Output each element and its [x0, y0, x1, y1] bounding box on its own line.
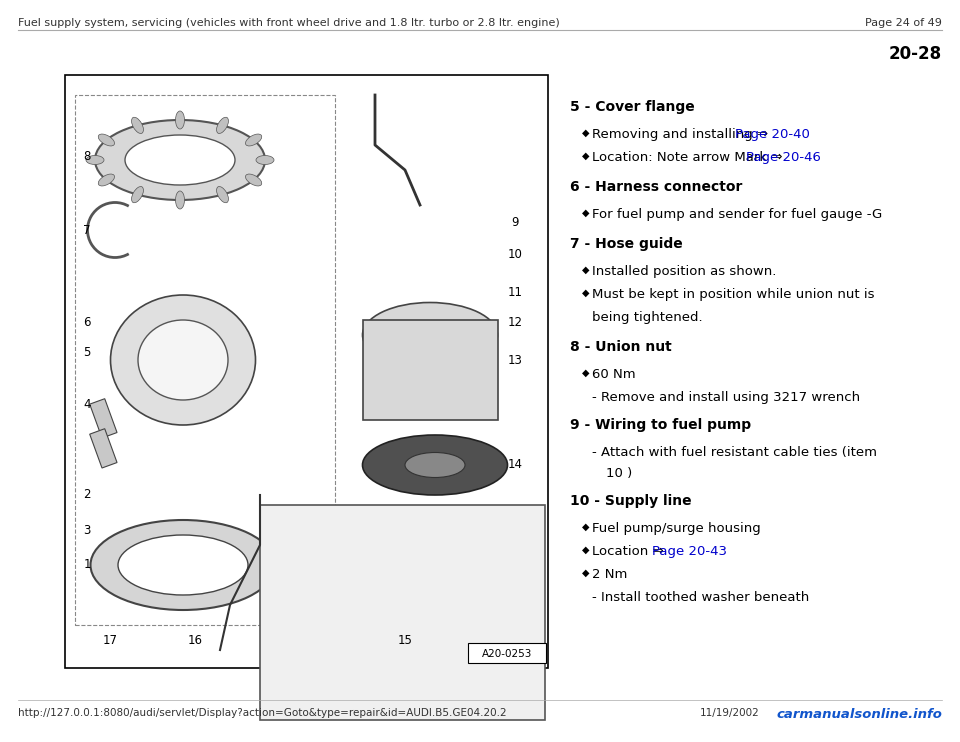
Text: 10: 10: [508, 249, 522, 261]
Text: 3: 3: [84, 524, 90, 536]
Text: 6 - Harness connector: 6 - Harness connector: [570, 180, 742, 194]
Bar: [468, 643, 546, 663]
Ellipse shape: [246, 174, 262, 186]
Ellipse shape: [118, 535, 248, 595]
Text: ◆: ◆: [582, 151, 589, 161]
Text: 2 Nm: 2 Nm: [592, 568, 628, 581]
Text: ◆: ◆: [582, 522, 589, 532]
Text: ◆: ◆: [582, 128, 589, 138]
Bar: [89, 429, 117, 468]
Text: 12: 12: [508, 317, 522, 329]
Ellipse shape: [405, 453, 465, 478]
Text: A20-0253: A20-0253: [482, 649, 532, 659]
Text: Removing and installing ⇒: Removing and installing ⇒: [592, 128, 773, 141]
Text: - Install toothed washer beneath: - Install toothed washer beneath: [592, 591, 809, 604]
Bar: [363, 320, 498, 420]
Text: ◆: ◆: [582, 265, 589, 275]
Ellipse shape: [98, 134, 114, 146]
Text: ◆: ◆: [582, 288, 589, 298]
Text: being tightened.: being tightened.: [592, 311, 703, 324]
Ellipse shape: [90, 520, 276, 610]
Ellipse shape: [256, 156, 274, 165]
Text: 13: 13: [508, 353, 522, 367]
Text: ◆: ◆: [582, 208, 589, 218]
Text: 14: 14: [508, 459, 522, 471]
Bar: [65, 75, 548, 668]
Ellipse shape: [363, 303, 497, 367]
Text: 2: 2: [84, 488, 91, 502]
Ellipse shape: [132, 186, 143, 203]
Ellipse shape: [176, 111, 184, 129]
Text: Page 20-43: Page 20-43: [653, 545, 728, 558]
Text: Page 20-40: Page 20-40: [735, 128, 810, 141]
Text: 6: 6: [84, 317, 91, 329]
Text: 1: 1: [84, 559, 91, 571]
Ellipse shape: [98, 174, 114, 186]
Text: 8: 8: [84, 151, 90, 163]
Text: 11/19/2002: 11/19/2002: [700, 708, 759, 718]
Bar: [75, 95, 335, 625]
Text: 7: 7: [84, 223, 91, 237]
Text: Location: Note arrow Mark ⇒: Location: Note arrow Mark ⇒: [592, 151, 787, 164]
Text: Fuel supply system, servicing (vehicles with front wheel drive and 1.8 ltr. turb: Fuel supply system, servicing (vehicles …: [18, 18, 560, 28]
Text: For fuel pump and sender for fuel gauge -G: For fuel pump and sender for fuel gauge …: [592, 208, 882, 221]
Text: 4: 4: [84, 398, 91, 412]
Text: Fuel pump/surge housing: Fuel pump/surge housing: [592, 522, 760, 535]
Text: 5 - Cover flange: 5 - Cover flange: [570, 100, 695, 114]
Ellipse shape: [132, 117, 143, 134]
Text: 11: 11: [508, 286, 522, 300]
Text: 10 - Supply line: 10 - Supply line: [570, 494, 691, 508]
Text: http://127.0.0.1:8080/audi/servlet/Display?action=Goto&type=repair&id=AUDI.B5.GE: http://127.0.0.1:8080/audi/servlet/Displ…: [18, 708, 507, 718]
Text: 7 - Hose guide: 7 - Hose guide: [570, 237, 683, 251]
Text: 9: 9: [512, 217, 518, 229]
Ellipse shape: [217, 117, 228, 134]
Ellipse shape: [138, 320, 228, 400]
Text: Location ⇒: Location ⇒: [592, 545, 668, 558]
Text: Must be kept in position while union nut is: Must be kept in position while union nut…: [592, 288, 875, 301]
Text: 17: 17: [103, 634, 117, 646]
Bar: [260, 505, 545, 720]
Text: 20-28: 20-28: [889, 45, 942, 63]
Text: 16: 16: [187, 634, 203, 646]
Ellipse shape: [125, 135, 235, 185]
Text: 10 ): 10 ): [606, 467, 633, 480]
Text: 15: 15: [397, 634, 413, 646]
Ellipse shape: [86, 156, 104, 165]
Bar: [89, 398, 117, 438]
Text: 5: 5: [84, 347, 90, 360]
Text: Page 20-46: Page 20-46: [746, 151, 821, 164]
Text: ◆: ◆: [582, 368, 589, 378]
Text: 8 - Union nut: 8 - Union nut: [570, 340, 672, 354]
Ellipse shape: [246, 134, 262, 146]
Text: Installed position as shown.: Installed position as shown.: [592, 265, 777, 278]
Text: 60 Nm: 60 Nm: [592, 368, 636, 381]
Ellipse shape: [110, 295, 255, 425]
Text: 9 - Wiring to fuel pump: 9 - Wiring to fuel pump: [570, 418, 751, 432]
Text: ◆: ◆: [582, 568, 589, 578]
Ellipse shape: [95, 120, 265, 200]
Text: carmanualsonline.info: carmanualsonline.info: [776, 708, 942, 721]
Text: - Remove and install using 3217 wrench: - Remove and install using 3217 wrench: [592, 391, 860, 404]
Text: Page 24 of 49: Page 24 of 49: [865, 18, 942, 28]
Text: ◆: ◆: [582, 545, 589, 555]
Text: - Attach with fuel resistant cable ties (item: - Attach with fuel resistant cable ties …: [592, 446, 877, 459]
Ellipse shape: [217, 186, 228, 203]
Ellipse shape: [363, 435, 508, 495]
Ellipse shape: [176, 191, 184, 209]
